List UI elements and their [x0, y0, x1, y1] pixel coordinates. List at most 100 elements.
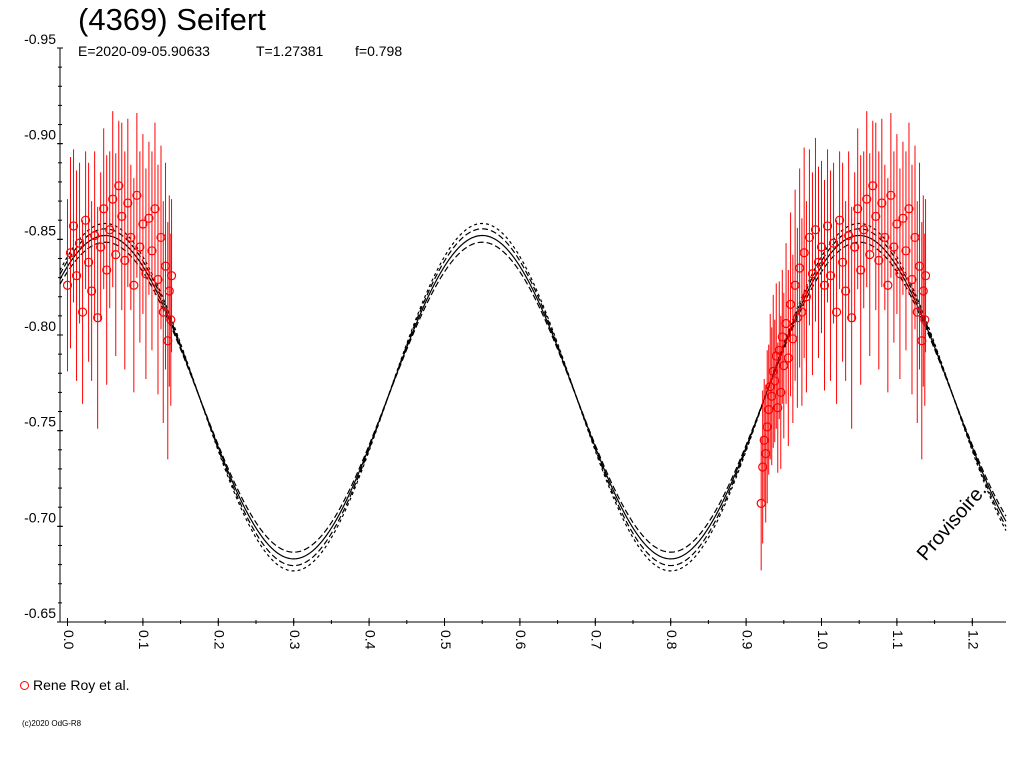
data-point	[758, 462, 768, 472]
data-point	[865, 250, 875, 260]
data-point	[774, 345, 784, 355]
data-point	[762, 422, 772, 432]
x-tick-label: 1.2	[966, 630, 982, 650]
data-point	[80, 215, 91, 225]
epoch-label: E=2020-09-05.90633	[78, 43, 210, 59]
data-point	[776, 387, 786, 397]
data-point	[135, 242, 145, 252]
x-tick-label: 0.6	[513, 630, 529, 650]
data-point	[764, 405, 774, 415]
data-point	[756, 498, 766, 508]
data-point	[768, 366, 778, 376]
data-point	[868, 181, 878, 191]
data-point	[795, 263, 805, 273]
y-tick-label: -0.80	[24, 318, 56, 334]
data-point	[164, 286, 174, 296]
data-point	[892, 219, 902, 229]
data-point	[825, 271, 836, 281]
data-point	[918, 286, 928, 296]
chart-title: (4369) Seifert	[78, 2, 266, 37]
data-point	[84, 257, 94, 267]
x-tick-label: 0.0	[61, 630, 77, 650]
data-point	[777, 332, 787, 342]
data-point	[99, 204, 109, 214]
period-label: T=1.27381	[256, 43, 324, 59]
y-tick-label: -0.90	[24, 127, 56, 143]
legend: Rene Roy et al.	[20, 676, 130, 694]
data-point	[917, 336, 927, 346]
axes: -0.95 -0.90 -0.85 -0.80 -0.75 -0.70 -0.65 0.0 0.…	[24, 31, 1006, 650]
data-point	[895, 269, 905, 279]
x-tick-label: 0.7	[589, 630, 605, 650]
data-point	[810, 225, 821, 235]
data-point	[850, 242, 860, 252]
legend-marker-icon	[20, 680, 29, 690]
data-point	[886, 190, 896, 200]
data-point	[819, 280, 830, 290]
data-point	[816, 242, 827, 252]
copyright: (c)2020 OdG-R8	[22, 719, 82, 728]
data-point	[920, 315, 930, 325]
data-point	[801, 292, 812, 302]
data-point	[120, 255, 130, 265]
data-point	[68, 221, 79, 231]
x-tick-label: 0.4	[362, 630, 378, 650]
data-point	[788, 334, 798, 344]
x-tick-label: 0.1	[136, 630, 152, 650]
data-point	[111, 250, 121, 260]
data-point	[87, 286, 97, 296]
data-point	[792, 313, 802, 323]
data-point	[779, 361, 789, 371]
x-tick-label: 0.9	[739, 630, 755, 650]
data-point	[761, 449, 771, 459]
data-point	[158, 307, 168, 317]
data-point	[877, 198, 887, 208]
data-point	[874, 255, 884, 265]
data-point	[901, 246, 911, 256]
data-point	[166, 271, 177, 281]
data-point	[117, 211, 127, 221]
legend-label: Rene Roy et al.	[33, 677, 130, 693]
data-point	[166, 315, 176, 325]
x-tick-label: 0.5	[438, 630, 454, 650]
data-point	[838, 257, 848, 267]
data-point	[759, 435, 769, 445]
data-point	[102, 265, 112, 275]
data-point	[773, 403, 783, 413]
data-point	[853, 204, 863, 214]
data-point	[785, 299, 796, 309]
data-point	[856, 265, 866, 275]
data-point	[790, 280, 800, 290]
data-point	[153, 274, 163, 285]
data-point	[831, 307, 842, 317]
y-tick-label: -0.70	[24, 509, 56, 525]
data-point	[74, 238, 85, 248]
data-point	[781, 318, 791, 329]
data-point	[108, 194, 118, 204]
data-point	[77, 307, 88, 317]
data-point	[96, 242, 106, 252]
data-point	[813, 257, 824, 267]
data-point	[910, 232, 920, 243]
x-tick-label: 0.3	[287, 630, 303, 650]
data-point	[105, 225, 115, 235]
data-point	[93, 313, 103, 323]
data-point	[799, 248, 809, 258]
data-point	[883, 280, 893, 290]
data-point	[126, 232, 136, 243]
data-point	[129, 280, 139, 290]
f-label: f=0.798	[355, 43, 403, 59]
x-tick-label: 0.2	[212, 630, 228, 650]
data-point	[770, 376, 780, 386]
data-point	[920, 271, 931, 281]
data-point	[914, 261, 925, 271]
data-point	[907, 274, 917, 285]
data-point	[859, 225, 869, 235]
data-point	[132, 190, 142, 200]
data-point	[880, 232, 890, 243]
data-point	[150, 204, 160, 214]
y-tick-label: -0.95	[24, 31, 56, 47]
x-tick-label: 1.0	[815, 630, 831, 650]
data-point	[912, 307, 922, 317]
